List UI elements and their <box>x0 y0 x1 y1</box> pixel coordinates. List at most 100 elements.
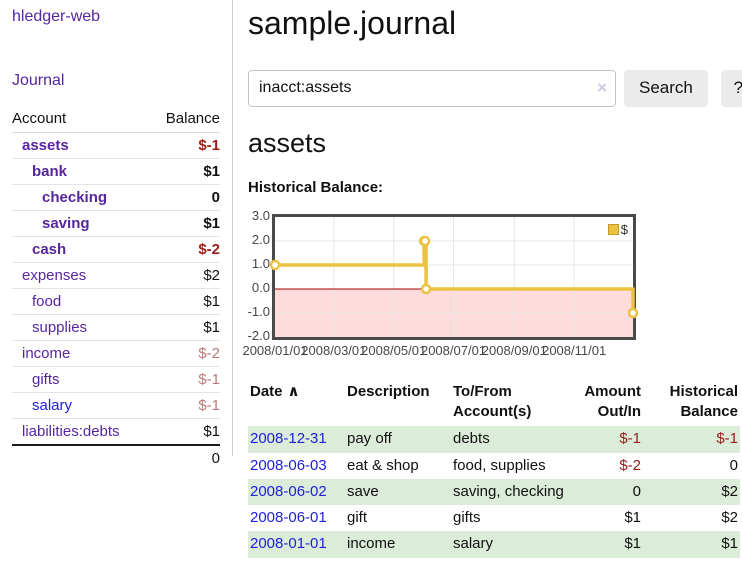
register-amount-cell: $-1 <box>573 426 643 453</box>
register-row: 2008-06-03 eat & shop food, supplies $-2 0 <box>248 453 740 479</box>
sidebar-account-link-income[interactable]: income <box>22 345 71 362</box>
sidebar-account-link-supplies[interactable]: supplies <box>32 319 88 336</box>
account-name-cell: saving <box>12 210 151 237</box>
account-balance-value: $1 <box>150 288 220 315</box>
sidebar-account-link-saving[interactable]: saving <box>42 215 90 232</box>
sidebar-account-row: saving $1 <box>12 210 220 237</box>
account-name-cell: bank <box>12 158 151 185</box>
register-date-cell: 2008-12-31 <box>248 426 345 453</box>
register-table: Date ∧ Description To/From Account(s) Amo… <box>248 380 740 558</box>
register-description-cell: eat & shop <box>347 456 419 474</box>
sidebar-account-row: income $-2 <box>12 340 220 367</box>
register-balance-cell: $2 <box>643 478 740 506</box>
chart-svg <box>269 216 639 337</box>
register-header-amount: Amount Out/In <box>584 382 641 421</box>
y-tick-label: 1.0 <box>251 255 270 271</box>
account-name-cell: food <box>12 288 151 315</box>
account-name-cell: supplies <box>12 314 151 341</box>
account-balance-value: $-1 <box>150 392 220 419</box>
register-amount-cell: $-2 <box>619 456 641 474</box>
x-tick-label: 2008/09/01 <box>481 342 547 358</box>
account-balance-value: $1 <box>150 158 220 185</box>
sidebar-account-link-liabilities-debts[interactable]: liabilities:debts <box>22 423 120 440</box>
sidebar-item-journal[interactable]: Journal <box>12 72 65 89</box>
sidebar-account-link-salary[interactable]: salary <box>32 397 73 414</box>
sidebar-account-link-checking[interactable]: checking <box>42 189 108 206</box>
register-amount-cell: 0 <box>573 478 643 506</box>
sidebar-account-link-gifts[interactable]: gifts <box>32 371 60 388</box>
register-header-accounts: To/From Account(s) <box>453 382 532 421</box>
sidebar-accounts-body: assets $-1 bank $1 checking 0 saving $1 cash $-2 e… <box>12 132 220 446</box>
account-name-cell: salary <box>12 392 151 419</box>
register-accounts-cell: salary <box>451 531 573 558</box>
transaction-date-link[interactable]: 2008-12-31 <box>250 430 327 448</box>
account-name-cell: expenses <box>12 262 151 289</box>
register-accounts-cell: food, supplies <box>453 456 546 474</box>
account-name-cell: assets <box>12 132 151 159</box>
search-input[interactable] <box>248 69 616 107</box>
account-balance-value: $-1 <box>150 366 220 393</box>
register-row: 2008-06-01 gift gifts $1 $2 <box>248 505 740 531</box>
register-header-row: Date ∧ Description To/From Account(s) Amo… <box>248 380 740 427</box>
help-button[interactable]: ? <box>720 69 742 107</box>
sidebar-account-link-assets[interactable]: assets <box>22 137 69 154</box>
register-date-cell: 2008-06-02 <box>248 478 345 506</box>
chart-title-label: Historical Balance: <box>248 178 384 196</box>
accounts-total-row: 0 <box>12 444 220 471</box>
register-row: 2008-06-02 save saving, checking 0 $2 <box>248 478 740 506</box>
register-description-cell: gift <box>347 509 368 527</box>
register-balance-cell: $-1 <box>643 426 740 453</box>
search-bar: × Search ? <box>248 69 742 107</box>
sidebar-account-link-food[interactable]: food <box>32 293 62 310</box>
app-brand-link[interactable]: hledger-web <box>12 8 101 25</box>
transaction-date-link[interactable]: 2008-06-01 <box>250 509 327 527</box>
x-tick-label: 2008/03/01 <box>301 342 367 358</box>
sidebar-account-link-expenses[interactable]: expenses <box>22 267 87 284</box>
legend-series-label: $ <box>620 221 628 237</box>
sidebar-account-row: cash $-2 <box>12 236 220 263</box>
x-tick-label: 2008/01/01 <box>242 342 308 358</box>
sidebar-account-row: salary $-1 <box>12 392 220 419</box>
transaction-date-link[interactable]: 2008-06-03 <box>250 456 327 474</box>
main-content: sample.journal × Search ? assets Histori… <box>233 0 742 582</box>
register-row: 2008-01-01 income salary $1 $1 <box>248 531 740 558</box>
account-name-cell: income <box>12 340 151 367</box>
account-balance-value: $2 <box>150 262 220 289</box>
clear-search-icon[interactable]: × <box>597 77 607 97</box>
account-balance-value: $1 <box>150 210 220 237</box>
account-name-cell: gifts <box>12 366 151 393</box>
transaction-date-link[interactable]: 2008-06-02 <box>250 482 327 500</box>
accounts-total-value: 0 <box>150 444 220 471</box>
account-balance-value: 0 <box>150 184 220 211</box>
register-balance-cell: $1 <box>643 531 740 558</box>
accounts-header-balance: Balance <box>150 107 220 133</box>
sidebar-account-row: assets $-1 <box>12 132 220 159</box>
sidebar-account-link-bank[interactable]: bank <box>32 163 68 180</box>
register-row: 2008-12-31 pay off debts $-1 $-1 <box>248 426 740 453</box>
register-accounts-cell: debts <box>451 426 573 453</box>
register-accounts-cell: saving, checking <box>451 478 573 506</box>
register-description-cell: income <box>345 531 451 558</box>
y-tick-label: -1.0 <box>247 303 270 319</box>
sidebar-account-row: liabilities:debts $1 <box>12 418 220 446</box>
sidebar-account-row: expenses $2 <box>12 262 220 289</box>
register-description-cell: save <box>345 478 451 506</box>
account-name-cell: cash <box>12 236 151 263</box>
sidebar-account-row: supplies $1 <box>12 314 220 341</box>
x-tick-label: 2008/07/01 <box>420 342 487 358</box>
account-balance-value: $-2 <box>150 236 220 263</box>
sidebar-account-link-cash[interactable]: cash <box>32 241 67 258</box>
page-title: sample.journal <box>248 5 457 41</box>
register-date-cell: 2008-01-01 <box>248 531 345 558</box>
register-body: 2008-12-31 pay off debts $-1 $-1 2008-06-03 ea… <box>248 426 740 558</box>
register-header-date[interactable]: Date ∧ <box>250 382 300 400</box>
chart-plot-area: $ <box>269 213 639 340</box>
register-header-description: Description <box>347 382 430 400</box>
search-button[interactable]: Search <box>624 69 708 107</box>
sidebar-account-row: food $1 <box>12 288 220 315</box>
historical-balance-chart: 3.0 2.0 1.0 0.0 -1.0 -2.0 $ 2008/01/01 2008/03… <box>242 206 648 361</box>
transaction-date-link[interactable]: 2008-01-01 <box>250 535 327 553</box>
accounts-total-spacer <box>12 444 151 471</box>
chart-legend: $ <box>605 220 630 238</box>
y-tick-label: -2.0 <box>247 327 270 343</box>
